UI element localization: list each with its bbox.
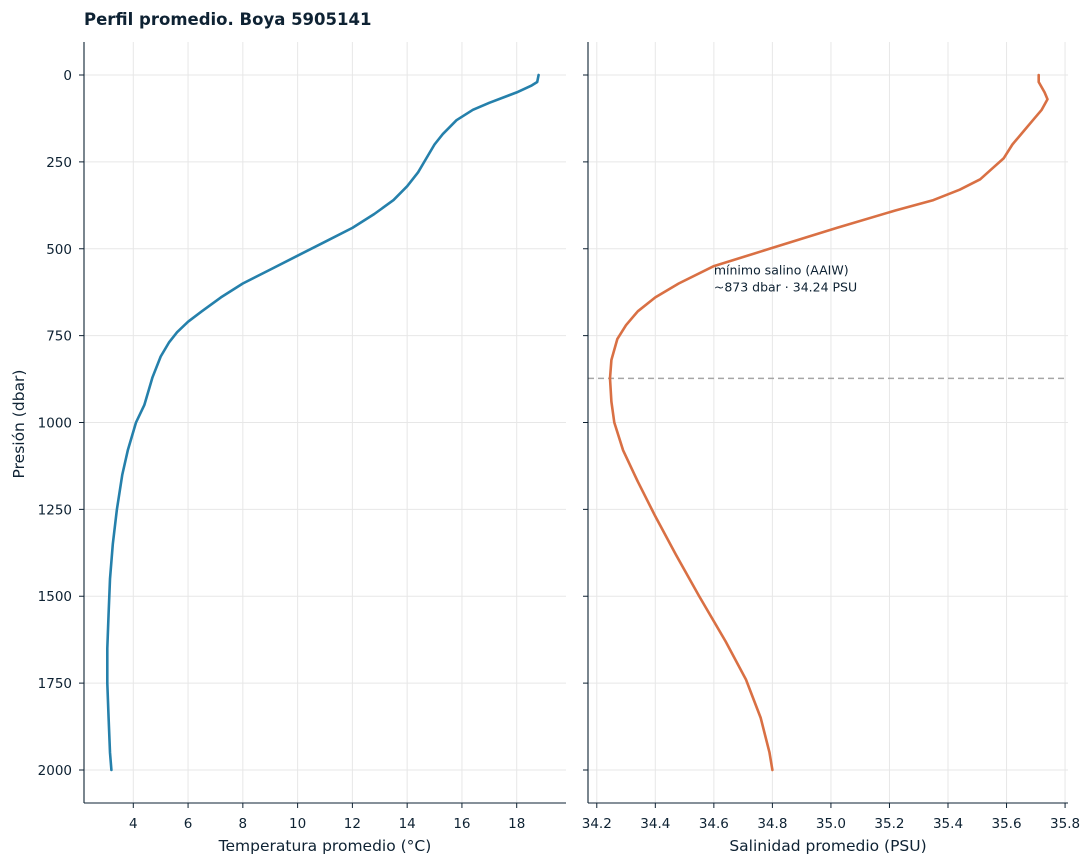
temperature-panel: 4 6 8 10 12 14 16 18 0 250 500 750 1000 1250 1500 1750 2…	[10, 42, 566, 855]
x-tick-label: 14	[399, 816, 416, 832]
y-tick-label: 0	[63, 68, 72, 84]
y-tick-label: 1000	[38, 416, 72, 432]
y-tick-label: 2000	[38, 763, 72, 779]
x-tick-label: 18	[508, 816, 525, 832]
x-tick-label: 4	[129, 816, 138, 832]
x-tick-label: 35.2	[874, 816, 904, 832]
x-tick-label: 12	[344, 816, 361, 832]
x-tick-label: 16	[453, 816, 470, 832]
pressure-y-label: Presión (dbar)	[10, 370, 28, 479]
salinity-minimum-annotation: mínimo salino (AAIW) ~873 dbar · 34.24 P…	[714, 263, 857, 295]
y-tick-label: 750	[46, 329, 72, 345]
salinity-panel: 34.2 34.4 34.6 34.8 35.0 35.2 35.4 35.6 35.8 Sal…	[582, 42, 1080, 855]
y-tick-label: 1750	[38, 676, 72, 692]
salinity-x-label: Salinidad promedio (PSU)	[729, 837, 926, 855]
x-tick-label: 8	[239, 816, 248, 832]
salinity-grid	[588, 42, 1068, 803]
temperature-profile-line	[106, 73, 540, 772]
temperature-x-label: Temperatura promedio (°C)	[218, 837, 432, 855]
x-tick-label: 34.8	[757, 816, 787, 832]
x-tick-label: 34.4	[640, 816, 670, 832]
x-tick-label: 35.4	[933, 816, 963, 832]
x-tick-label: 6	[184, 816, 193, 832]
annotation-line-2: ~873 dbar · 34.24 PSU	[714, 280, 857, 295]
y-tick-label: 250	[46, 155, 72, 171]
x-tick-label: 10	[289, 816, 306, 832]
salinity-ticks: 34.2 34.4 34.6 34.8 35.0 35.2 35.4 35.6 35.8	[582, 74, 1080, 832]
y-tick-label: 1500	[38, 589, 72, 605]
x-tick-label: 34.6	[699, 816, 729, 832]
x-tick-label: 35.0	[816, 816, 846, 832]
figure-title: Perfil promedio. Boya 5905141	[84, 10, 371, 29]
annotation-line-1: mínimo salino (AAIW)	[714, 263, 849, 278]
x-tick-label: 35.6	[992, 816, 1022, 832]
y-tick-label: 500	[46, 242, 72, 258]
y-tick-label: 1250	[38, 502, 72, 518]
temperature-grid	[84, 42, 566, 803]
salinity-profile-line	[608, 73, 1049, 772]
x-tick-label: 35.8	[1050, 816, 1080, 832]
temperature-ticks: 4 6 8 10 12 14 16 18 0 250 500 750 1000 1250 1500 1750 2…	[38, 68, 526, 832]
x-tick-label: 34.2	[582, 816, 612, 832]
